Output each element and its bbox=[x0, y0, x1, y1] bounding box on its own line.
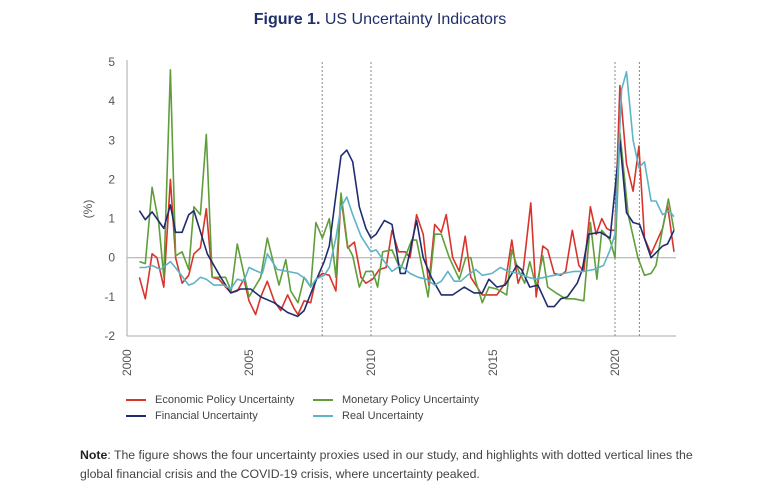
y-tick-label: -2 bbox=[104, 329, 115, 343]
y-tick-label: -1 bbox=[104, 290, 115, 304]
y-tick-label: 1 bbox=[108, 212, 115, 226]
series-line-real-uncertainty bbox=[139, 71, 675, 290]
y-tick-label: 5 bbox=[108, 55, 115, 69]
legend-swatch bbox=[313, 415, 333, 417]
series-line-financial-uncertainty bbox=[138, 139, 675, 318]
legend-item-real: Real Uncertainty bbox=[313, 410, 423, 422]
legend-item-economic-policy: Economic Policy Uncertainty bbox=[126, 394, 294, 406]
x-tick-label: 2015 bbox=[486, 349, 500, 376]
y-axis-label: (%) bbox=[81, 200, 95, 219]
legend-item-monetary-policy: Monetary Policy Uncertainty bbox=[313, 394, 479, 406]
y-tick-label: 2 bbox=[108, 172, 115, 186]
series-line-economic-policy-uncertainty bbox=[138, 84, 675, 316]
legend-label: Economic Policy Uncertainty bbox=[155, 394, 295, 406]
y-tick-label: 3 bbox=[108, 133, 115, 147]
y-tick-label: 4 bbox=[108, 94, 115, 108]
note-text: : The figure shows the four uncertainty … bbox=[80, 448, 693, 481]
chart-title: Figure 1. US Uncertainty Indicators bbox=[0, 11, 760, 29]
x-tick-label: 2020 bbox=[608, 349, 622, 376]
legend-label: Financial Uncertainty bbox=[155, 410, 258, 422]
legend-swatch bbox=[313, 399, 333, 401]
legend-swatch bbox=[126, 415, 146, 417]
legend-label: Monetary Policy Uncertainty bbox=[342, 394, 479, 406]
figure-title: US Uncertainty Indicators bbox=[324, 11, 507, 28]
note-label: Note bbox=[80, 448, 108, 462]
x-tick-label: 2005 bbox=[242, 349, 256, 376]
x-tick-label: 2010 bbox=[364, 349, 378, 376]
y-tick-label: 0 bbox=[108, 251, 115, 265]
figure-note: Note: The figure shows the four uncertai… bbox=[80, 446, 700, 484]
legend-label: Real Uncertainty bbox=[342, 410, 424, 422]
legend-item-financial: Financial Uncertainty bbox=[126, 410, 258, 422]
figure-number: Figure 1. bbox=[253, 11, 321, 28]
x-tick-label: 2000 bbox=[120, 349, 134, 376]
legend-swatch bbox=[126, 399, 146, 401]
